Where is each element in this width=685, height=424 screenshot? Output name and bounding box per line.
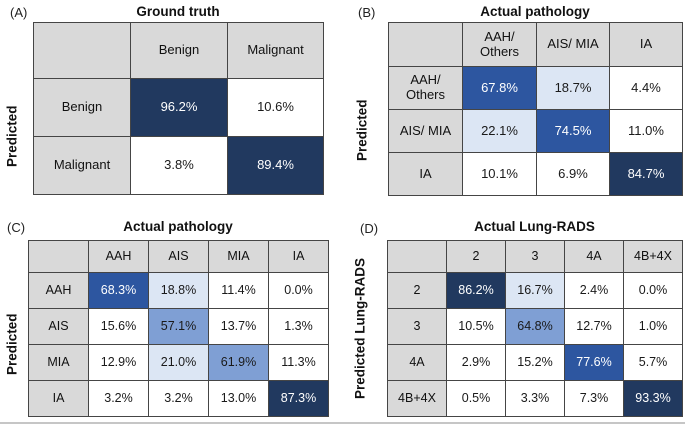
col-header: Malignant xyxy=(227,22,324,79)
matrix-cell: 11.0% xyxy=(609,109,683,153)
panel-a-title: Ground truth xyxy=(136,4,220,19)
confusion-matrix-d: 2 3 4A 4B+4X 2 86.2% 16.7% 2.4% 0.0% 3 1… xyxy=(387,240,683,417)
matrix-cell: 0.0% xyxy=(268,272,329,309)
matrix-cell: 1.3% xyxy=(268,308,329,345)
matrix-cell: 74.5% xyxy=(536,109,610,153)
matrix-cell: 3.2% xyxy=(88,380,149,417)
panel-b-y-axis-label: Predicted xyxy=(354,99,370,162)
matrix-cell: 68.3% xyxy=(88,272,149,309)
matrix-cell: 5.7% xyxy=(623,344,683,381)
row-header: AAH xyxy=(28,272,89,309)
matrix-cell: 4.4% xyxy=(609,66,683,110)
panel-d-title: Actual Lung-RADS xyxy=(474,219,595,234)
matrix-cell: 18.7% xyxy=(536,66,610,110)
matrix-cell: 3.8% xyxy=(130,136,228,195)
matrix-cell: 86.2% xyxy=(446,272,506,309)
matrix-cell: 57.1% xyxy=(148,308,209,345)
panel-b-label: (B) xyxy=(358,5,376,20)
matrix-cell: 3.3% xyxy=(505,380,565,417)
col-header: AAH/ Others xyxy=(462,22,537,67)
corner-cell xyxy=(388,22,463,67)
col-header: IA xyxy=(268,240,329,273)
col-header: MIA xyxy=(208,240,269,273)
matrix-cell: 0.5% xyxy=(446,380,506,417)
matrix-cell: 10.6% xyxy=(227,78,324,137)
panel-c-title: Actual pathology xyxy=(123,219,233,234)
matrix-cell: 15.6% xyxy=(88,308,149,345)
matrix-cell: 77.6% xyxy=(564,344,624,381)
col-header: AIS/ MIA xyxy=(536,22,610,67)
corner-cell xyxy=(28,240,89,273)
row-header: Benign xyxy=(33,78,131,137)
panel-b-title: Actual pathology xyxy=(480,4,590,19)
matrix-cell: 11.3% xyxy=(268,344,329,381)
col-header: 2 xyxy=(446,240,506,273)
panel-d-y-axis-label: Predicted Lung-RADS xyxy=(352,257,368,399)
row-header: 3 xyxy=(387,308,447,345)
matrix-cell: 2.4% xyxy=(564,272,624,309)
corner-cell xyxy=(387,240,447,273)
row-header: MIA xyxy=(28,344,89,381)
matrix-cell: 13.7% xyxy=(208,308,269,345)
panel-a-label: (A) xyxy=(10,5,28,20)
matrix-cell: 22.1% xyxy=(462,109,537,153)
matrix-cell: 12.7% xyxy=(564,308,624,345)
matrix-cell: 10.1% xyxy=(462,152,537,196)
col-header: 4A xyxy=(564,240,624,273)
matrix-cell: 7.3% xyxy=(564,380,624,417)
col-header: AIS xyxy=(148,240,209,273)
row-header: IA xyxy=(28,380,89,417)
panel-c-label: (C) xyxy=(7,220,26,235)
matrix-cell: 0.0% xyxy=(623,272,683,309)
matrix-cell: 10.5% xyxy=(446,308,506,345)
matrix-cell: 12.9% xyxy=(88,344,149,381)
row-header: 2 xyxy=(387,272,447,309)
panel-d-label: (D) xyxy=(360,221,379,236)
matrix-cell: 67.8% xyxy=(462,66,537,110)
col-header: AAH xyxy=(88,240,149,273)
row-header: 4B+4X xyxy=(387,380,447,417)
matrix-cell: 6.9% xyxy=(536,152,610,196)
matrix-cell: 1.0% xyxy=(623,308,683,345)
row-header: Malignant xyxy=(33,136,131,195)
row-header: 4A xyxy=(387,344,447,381)
matrix-cell: 84.7% xyxy=(609,152,683,196)
row-header: AAH/ Others xyxy=(388,66,463,110)
col-header: 4B+4X xyxy=(623,240,683,273)
confusion-matrix-b: AAH/ Others AIS/ MIA IA AAH/ Others 67.8… xyxy=(388,22,683,196)
matrix-cell: 16.7% xyxy=(505,272,565,309)
panel-a-y-axis-label: Predicted xyxy=(4,105,20,167)
row-header: AIS xyxy=(28,308,89,345)
col-header: IA xyxy=(609,22,683,67)
panel-c-y-axis-label: Predicted xyxy=(4,313,20,375)
matrix-cell: 11.4% xyxy=(208,272,269,309)
matrix-cell: 64.8% xyxy=(505,308,565,345)
row-header: IA xyxy=(388,152,463,196)
matrix-cell: 89.4% xyxy=(227,136,324,195)
matrix-cell: 18.8% xyxy=(148,272,209,309)
confusion-matrix-a: Benign Malignant Benign 96.2% 10.6% Mali… xyxy=(33,22,324,195)
matrix-cell: 3.2% xyxy=(148,380,209,417)
matrix-cell: 96.2% xyxy=(130,78,228,137)
confusion-matrix-c: AAH AIS MIA IA AAH 68.3% 18.8% 11.4% 0.0… xyxy=(28,240,329,417)
figure-bottom-border xyxy=(0,422,685,424)
matrix-cell: 2.9% xyxy=(446,344,506,381)
matrix-cell: 13.0% xyxy=(208,380,269,417)
col-header: 3 xyxy=(505,240,565,273)
row-header: AIS/ MIA xyxy=(388,109,463,153)
corner-cell xyxy=(33,22,131,79)
matrix-cell: 87.3% xyxy=(268,380,329,417)
matrix-cell: 15.2% xyxy=(505,344,565,381)
matrix-cell: 61.9% xyxy=(208,344,269,381)
col-header: Benign xyxy=(130,22,228,79)
matrix-cell: 93.3% xyxy=(623,380,683,417)
matrix-cell: 21.0% xyxy=(148,344,209,381)
